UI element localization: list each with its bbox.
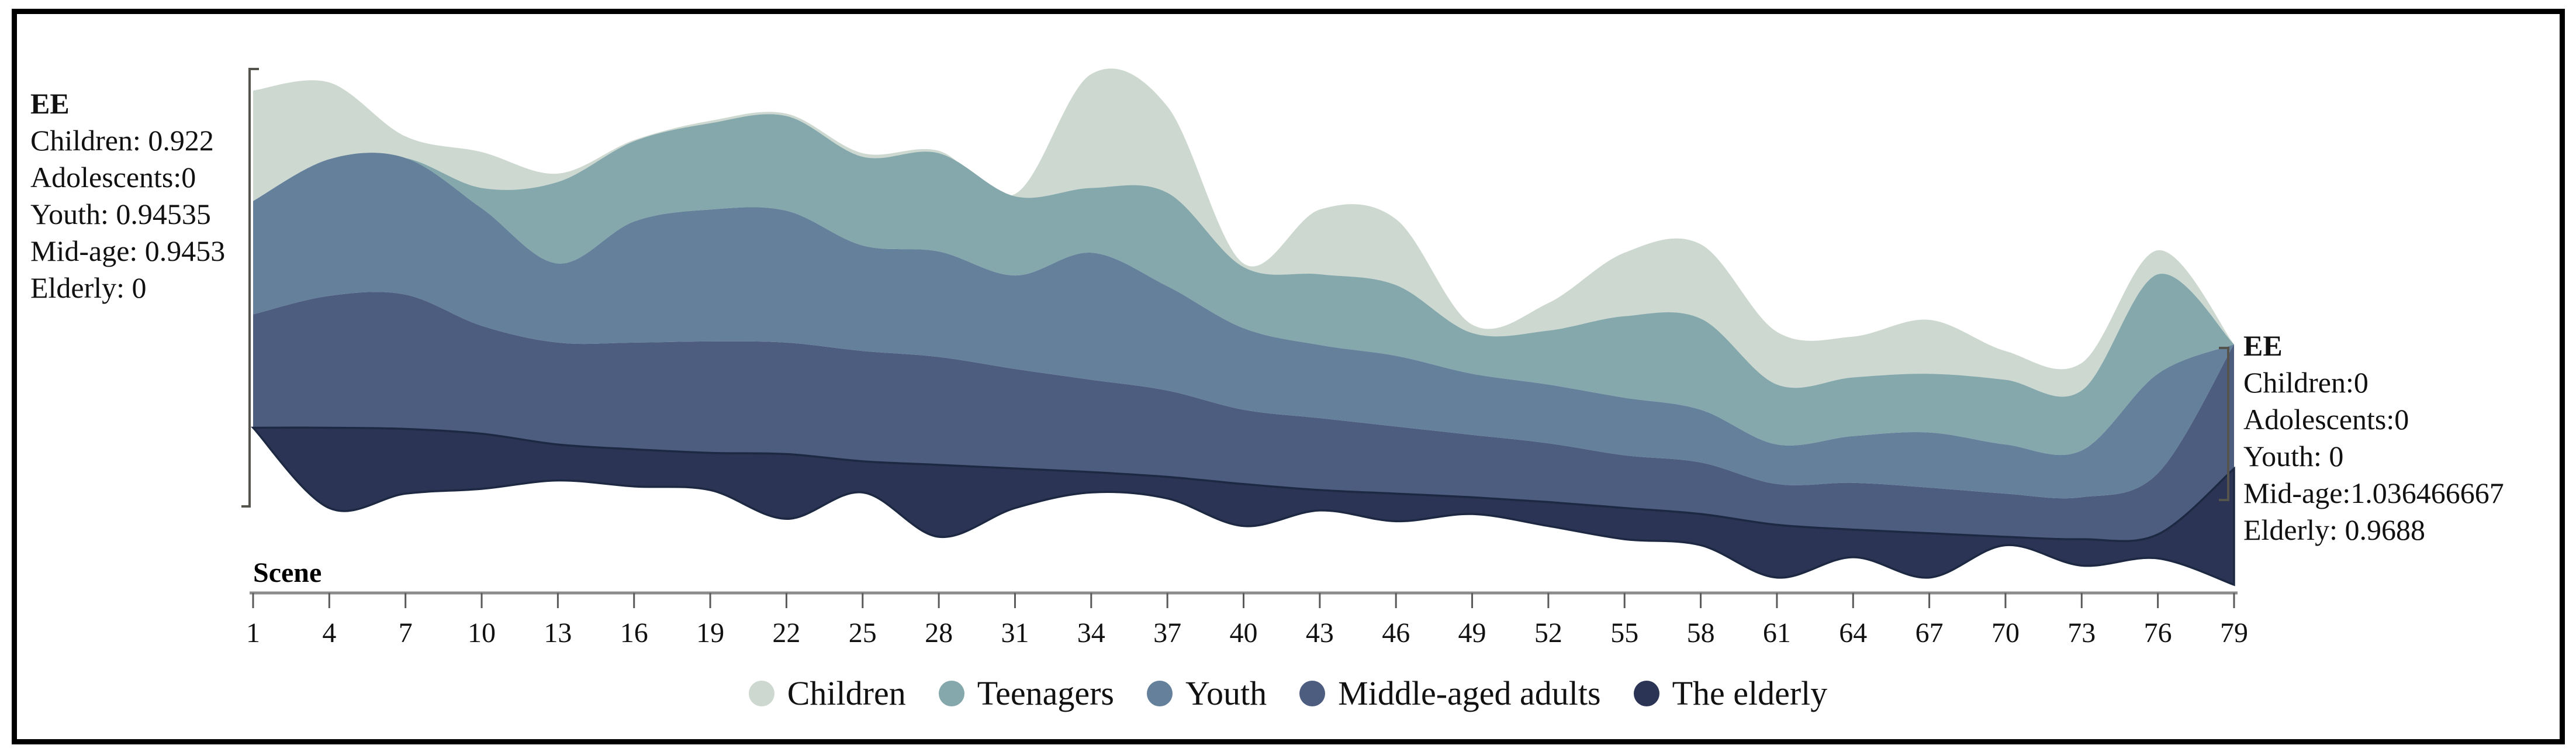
annotation-right-line: Mid-age:1.036466667 xyxy=(2243,477,2504,509)
x-tick-label: 61 xyxy=(1763,618,1791,648)
stream-band-teenagers xyxy=(253,114,2234,456)
annotation-left-line: Mid-age: 0.9453 xyxy=(30,234,226,267)
x-tick-label: 70 xyxy=(1991,618,2020,648)
x-tick-label: 4 xyxy=(322,618,336,648)
x-tick-label: 31 xyxy=(1001,618,1029,648)
annotation-left-title: EE xyxy=(30,87,70,120)
stream-band-youth xyxy=(253,153,2234,499)
annotation-left-line: Children: 0.922 xyxy=(30,124,214,157)
legend-dot-icon xyxy=(748,680,774,706)
legend-dot-icon xyxy=(1299,680,1326,706)
annotation-right: EE Children:0 Adolescents:0 Youth: 0 Mid… xyxy=(2243,327,2504,549)
stream-band-middle-aged-adults xyxy=(253,292,2234,541)
stream-band-children xyxy=(253,68,2234,397)
x-tick-label: 49 xyxy=(1458,618,1486,648)
legend-label: Children xyxy=(787,674,906,712)
stream-band-the-elderly xyxy=(250,426,2235,587)
x-tick-label: 34 xyxy=(1077,618,1105,648)
stream-bands xyxy=(250,68,2235,587)
legend-item-youth: Youth xyxy=(1146,674,1267,713)
legend-label: Youth xyxy=(1185,674,1267,712)
x-tick-label: 16 xyxy=(620,618,648,648)
right-axis-bracket xyxy=(2219,347,2229,501)
x-tick-label: 79 xyxy=(2220,618,2248,648)
x-tick-label: 46 xyxy=(1382,618,1410,648)
x-tick-label: 52 xyxy=(1534,618,1562,648)
x-tick-label: 55 xyxy=(1610,618,1638,648)
x-axis-title: Scene xyxy=(253,557,321,588)
annotation-left-line: Elderly: 0 xyxy=(30,271,147,304)
annotation-left-line: Adolescents:0 xyxy=(30,161,196,194)
legend-dot-icon xyxy=(1633,680,1659,706)
left-axis-bracket xyxy=(241,68,259,508)
x-tick-label: 22 xyxy=(772,618,800,648)
x-tick-label: 76 xyxy=(2144,618,2172,648)
x-tick-label: 58 xyxy=(1687,618,1715,648)
x-tick-label: 10 xyxy=(468,618,496,648)
x-tick-label: 37 xyxy=(1153,618,1181,648)
annotation-right-line: Adolescents:0 xyxy=(2243,403,2409,436)
legend-item-the-elderly: The elderly xyxy=(1633,674,1828,713)
x-tick-label: 25 xyxy=(849,618,877,648)
annotation-right-line: Youth: 0 xyxy=(2243,440,2344,472)
x-tick-label: 64 xyxy=(1839,618,1867,648)
annotation-right-title: EE xyxy=(2243,329,2283,362)
x-tick-label: 13 xyxy=(544,618,572,648)
annotation-right-line: Elderly: 0.9688 xyxy=(2243,513,2426,546)
annotation-left-line: Youth: 0.94535 xyxy=(30,198,211,230)
legend-label: Middle-aged adults xyxy=(1338,674,1601,712)
x-axis-tick-labels: 1 4 7 10 13 16 19 22 25 28 31 34 37 40 43 46 49 52 55 58 61 6… xyxy=(246,618,2248,648)
legend-dot-icon xyxy=(1146,680,1173,706)
x-tick-label: 1 xyxy=(246,618,260,648)
x-tick-label: 67 xyxy=(1915,618,1944,648)
figure-border xyxy=(12,9,2565,744)
x-tick-label: 7 xyxy=(399,618,413,648)
x-tick-label: 73 xyxy=(2067,618,2096,648)
legend-item-children: Children xyxy=(748,674,906,713)
legend-item-teenagers: Teenagers xyxy=(938,674,1114,713)
annotation-left: EE Children: 0.922 Adolescents:0 Youth: … xyxy=(30,85,225,306)
legend-dot-icon xyxy=(938,680,964,706)
x-tick-label: 28 xyxy=(925,618,953,648)
x-tick-label: 40 xyxy=(1230,618,1258,648)
legend-label: The elderly xyxy=(1672,674,1828,712)
legend-item-middle-aged-adults: Middle-aged adults xyxy=(1299,674,1601,713)
legend: Children Teenagers Youth Middle-aged adults… xyxy=(0,674,2576,713)
x-axis-ticks xyxy=(252,593,2235,608)
legend-label: Teenagers xyxy=(977,674,1114,712)
x-tick-label: 19 xyxy=(696,618,724,648)
annotation-right-line: Children:0 xyxy=(2243,366,2368,399)
x-tick-label: 43 xyxy=(1306,618,1334,648)
